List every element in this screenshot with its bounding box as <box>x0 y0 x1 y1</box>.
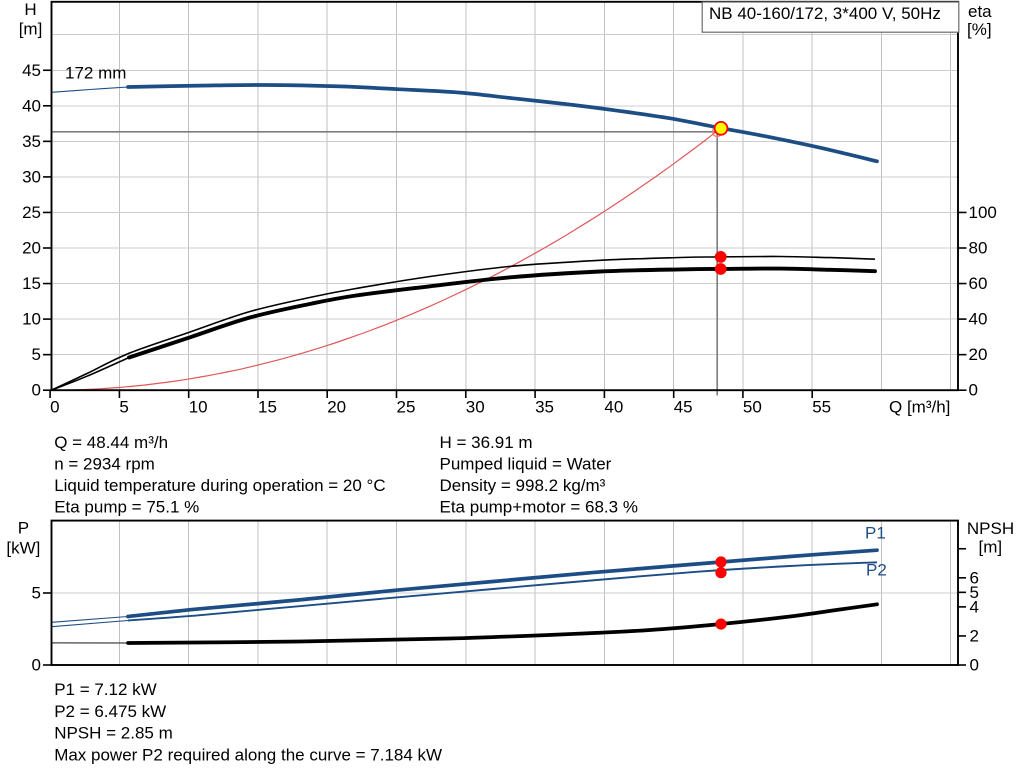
svg-text:5: 5 <box>32 345 41 364</box>
svg-text:5: 5 <box>32 584 41 603</box>
svg-text:20: 20 <box>969 345 988 364</box>
svg-text:H = 36.91 m: H = 36.91 m <box>440 433 533 452</box>
svg-text:Eta pump+motor = 68.3 %: Eta pump+motor = 68.3 % <box>440 498 638 517</box>
svg-text:0: 0 <box>32 656 41 675</box>
svg-text:Density = 998.2 kg/m³: Density = 998.2 kg/m³ <box>440 476 606 495</box>
svg-text:Q = 48.44 m³/h: Q = 48.44 m³/h <box>54 433 168 452</box>
svg-text:[kW]: [kW] <box>6 539 40 558</box>
svg-text:15: 15 <box>258 398 277 417</box>
svg-text:Max power P2 required along th: Max power P2 required along the curve = … <box>54 745 442 764</box>
svg-text:H: H <box>24 0 36 19</box>
svg-text:40: 40 <box>604 398 623 417</box>
svg-text:100: 100 <box>969 203 997 222</box>
svg-text:45: 45 <box>674 398 693 417</box>
svg-text:20: 20 <box>22 239 41 258</box>
svg-text:[m]: [m] <box>19 20 43 39</box>
svg-text:4: 4 <box>970 597 979 616</box>
svg-text:5: 5 <box>119 398 128 417</box>
svg-text:NPSH = 2.85 m: NPSH = 2.85 m <box>54 724 173 743</box>
svg-text:[%]: [%] <box>967 20 992 39</box>
svg-text:30: 30 <box>466 398 485 417</box>
svg-text:25: 25 <box>397 398 416 417</box>
svg-text:Eta pump = 75.1 %: Eta pump = 75.1 % <box>54 498 199 517</box>
svg-text:Q [m³/h]: Q [m³/h] <box>889 398 950 417</box>
svg-text:10: 10 <box>22 310 41 329</box>
svg-text:n = 2934 rpm: n = 2934 rpm <box>54 454 155 473</box>
svg-text:50: 50 <box>743 398 762 417</box>
svg-text:60: 60 <box>969 274 988 293</box>
svg-text:80: 80 <box>969 239 988 258</box>
svg-text:45: 45 <box>22 61 41 80</box>
svg-text:55: 55 <box>812 398 831 417</box>
svg-text:eta: eta <box>968 2 992 21</box>
svg-text:0: 0 <box>32 381 41 400</box>
svg-text:15: 15 <box>22 274 41 293</box>
svg-text:0: 0 <box>50 398 59 417</box>
svg-text:30: 30 <box>22 167 41 186</box>
svg-text:NB 40-160/172, 3*400 V, 50Hz: NB 40-160/172, 3*400 V, 50Hz <box>709 4 941 23</box>
svg-text:P2: P2 <box>866 561 887 580</box>
svg-text:25: 25 <box>22 203 41 222</box>
svg-text:2: 2 <box>970 626 979 645</box>
svg-text:10: 10 <box>189 398 208 417</box>
svg-text:0: 0 <box>970 656 979 675</box>
svg-text:0: 0 <box>969 381 978 400</box>
svg-text:20: 20 <box>327 398 346 417</box>
svg-text:40: 40 <box>969 310 988 329</box>
svg-text:NPSH: NPSH <box>967 519 1014 538</box>
svg-text:35: 35 <box>535 398 554 417</box>
svg-text:P1 = 7.12 kW: P1 = 7.12 kW <box>54 680 157 699</box>
svg-text:Pumped liquid = Water: Pumped liquid = Water <box>440 454 612 473</box>
svg-text:Liquid temperature during oper: Liquid temperature during operation = 20… <box>54 476 385 495</box>
svg-text:6: 6 <box>970 568 979 587</box>
svg-text:5: 5 <box>970 583 979 602</box>
svg-text:172 mm: 172 mm <box>65 64 126 83</box>
svg-text:35: 35 <box>22 132 41 151</box>
svg-text:[m]: [m] <box>978 538 1002 557</box>
svg-text:P: P <box>18 519 29 538</box>
svg-text:P2 = 6.475 kW: P2 = 6.475 kW <box>54 702 166 721</box>
svg-text:40: 40 <box>22 96 41 115</box>
svg-text:P1: P1 <box>865 524 886 543</box>
